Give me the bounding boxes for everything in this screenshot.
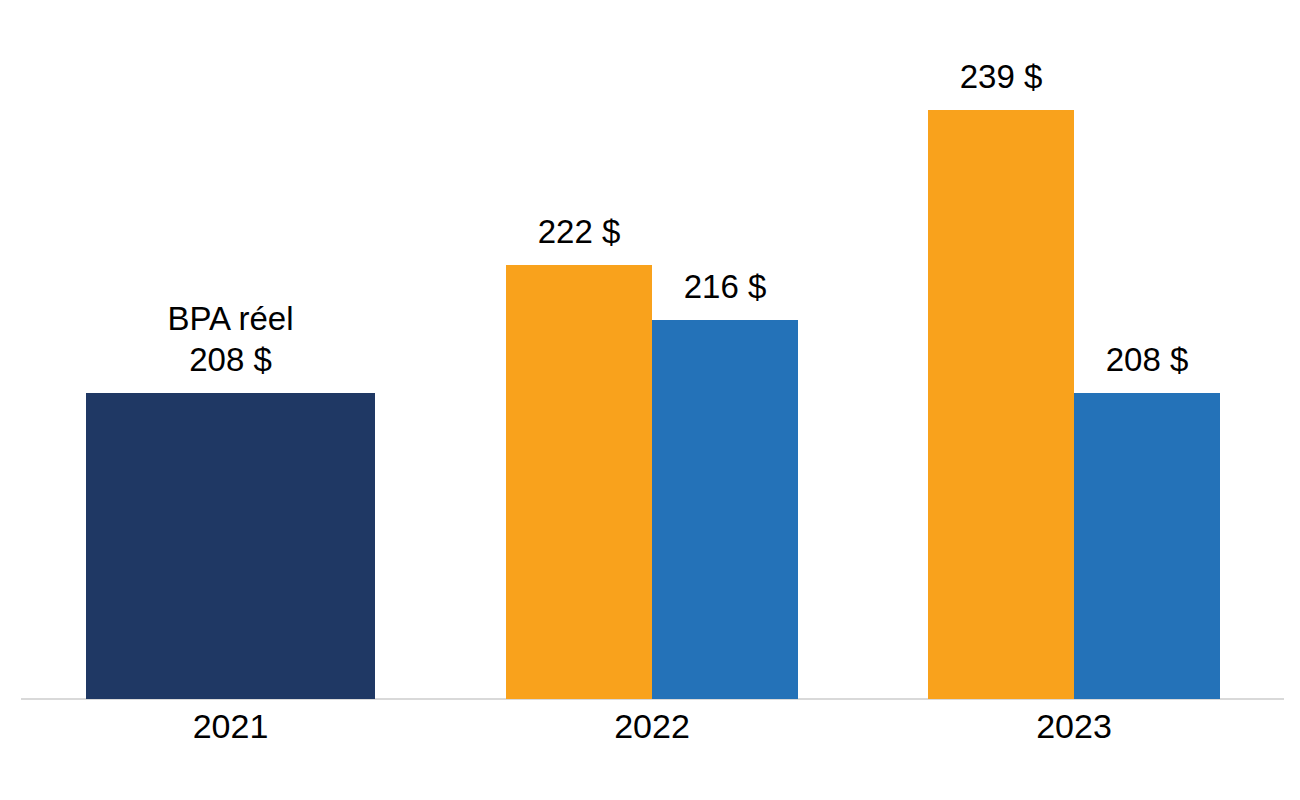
bar-2022-estimation-bleu: [652, 320, 798, 699]
plot-area: BPA réel208 $222 $216 $239 $208 $2021202…: [0, 0, 1300, 800]
category-label-2021: 2021: [86, 706, 375, 746]
eps-bar-chart: BPA réel208 $222 $216 $239 $208 $2021202…: [0, 0, 1300, 800]
bar-2021-bpa-reel: [86, 393, 375, 699]
bar-label-line: BPA réel: [101, 298, 361, 339]
category-label-2023: 2023: [928, 706, 1220, 746]
bar-label-2021-bpa-reel: BPA réel208 $: [101, 298, 361, 380]
bar-label-line: 208 $: [101, 339, 361, 380]
bar-2023-estimation-bleu: [1074, 393, 1220, 699]
bar-label-line: 239 $: [871, 56, 1131, 97]
bar-label-2023-estimation-orange: 239 $: [871, 56, 1131, 97]
bar-2022-estimation-orange: [506, 265, 652, 699]
bar-2023-estimation-orange: [928, 110, 1074, 699]
bar-label-line: 216 $: [595, 266, 855, 307]
category-label-2022: 2022: [506, 706, 798, 746]
bar-label-2022-estimation-orange: 222 $: [449, 211, 709, 252]
bar-label-line: 208 $: [1017, 339, 1277, 380]
bar-label-line: 222 $: [449, 211, 709, 252]
bar-label-2023-estimation-bleu: 208 $: [1017, 339, 1277, 380]
bar-label-2022-estimation-bleu: 216 $: [595, 266, 855, 307]
